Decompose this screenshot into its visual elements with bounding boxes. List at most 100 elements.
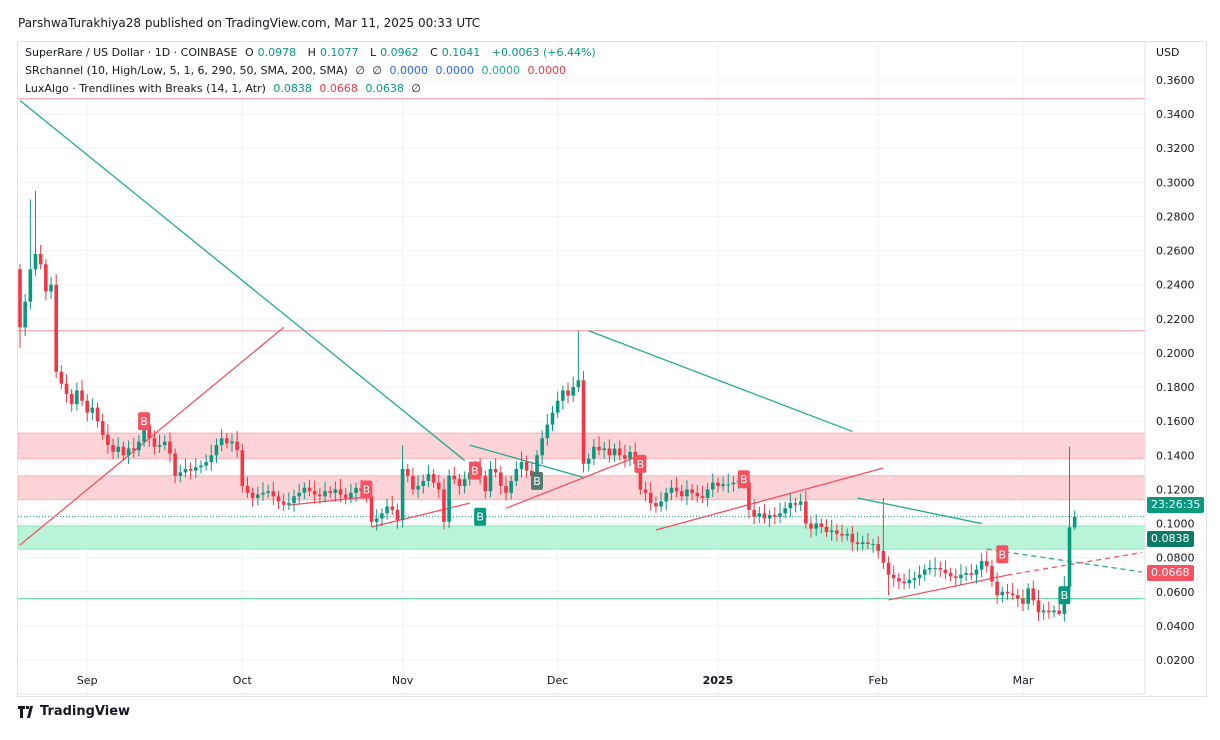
candle-body [835, 530, 839, 534]
candle-body [674, 487, 679, 492]
break-label-text: B [999, 548, 1007, 561]
candle-body [907, 579, 912, 584]
candle [602, 442, 607, 459]
break-label-box [996, 545, 1009, 564]
candle [483, 470, 488, 499]
candle [1047, 601, 1051, 619]
break-label: B [531, 471, 543, 490]
break-label-box [138, 412, 151, 431]
high-value: 0.1077 [319, 46, 359, 59]
candle [902, 573, 906, 590]
candle-body [623, 455, 627, 459]
candle [100, 413, 105, 440]
candle [860, 535, 865, 551]
tradingview-logo-icon [18, 705, 33, 718]
low-value: 0.0962 [380, 46, 419, 59]
break-label-text: B [637, 458, 645, 471]
candle-body [1026, 588, 1030, 604]
candle [519, 451, 524, 478]
x-tick-label: 2025 [703, 674, 734, 687]
candle [333, 481, 338, 502]
candle-body [64, 383, 69, 394]
candle [669, 479, 674, 501]
candle [499, 465, 503, 495]
candle-body [840, 533, 844, 536]
candle-body [902, 581, 906, 584]
uptrend-line [288, 496, 367, 506]
candle [561, 385, 565, 410]
candle [173, 448, 177, 484]
candle-body [400, 468, 405, 521]
candle [349, 483, 353, 504]
uptrend-line [888, 574, 1008, 601]
chart-frame [17, 41, 1207, 697]
candle [137, 435, 141, 457]
currency-label[interactable]: USD [1156, 46, 1180, 59]
candle [933, 557, 937, 577]
candle [85, 394, 90, 422]
candle [731, 476, 736, 492]
candle-body [860, 542, 865, 545]
srchannel-name[interactable]: SRchannel (10, High/Low, 5, 1, 6, 290, 5… [25, 64, 348, 77]
lux-value: 0.0838 [273, 82, 312, 95]
candle-body [866, 542, 870, 545]
candle [679, 484, 684, 502]
candle-body [256, 494, 260, 498]
candle [871, 538, 875, 553]
candle [111, 438, 115, 460]
candle [835, 523, 839, 542]
x-tick-label: Oct [233, 674, 253, 687]
x-tick-label: Feb [868, 674, 887, 687]
candle-body [783, 508, 787, 514]
candle [757, 506, 762, 524]
break-label-box [474, 507, 487, 526]
candle-body [395, 509, 400, 521]
candle [710, 473, 715, 497]
candle [261, 482, 265, 501]
candle-body [416, 486, 420, 490]
candle [690, 484, 694, 501]
candle [162, 435, 167, 451]
candle-body [845, 533, 849, 536]
candle-body [69, 393, 74, 405]
candle [256, 486, 260, 506]
downtrend-line [19, 99, 466, 461]
candle-body [411, 475, 415, 490]
candle [648, 482, 653, 511]
y-tick-label: 0.0800 [1156, 552, 1195, 565]
resistance-zone [18, 475, 1145, 501]
candle-body [1041, 610, 1046, 613]
candle-body [271, 491, 276, 497]
candle-body [659, 501, 663, 507]
candle-body [974, 569, 979, 575]
luxalgo-name[interactable]: LuxAlgo · Trendlines with Breaks (14, 1,… [25, 82, 266, 95]
x-tick-label: Mar [1013, 674, 1034, 687]
candle-body [824, 526, 829, 533]
candle-body [100, 421, 105, 435]
candle [623, 444, 627, 468]
break-label-box [360, 480, 373, 499]
candle-body [266, 491, 270, 493]
legend-luxalgo-row[interactable]: LuxAlgo · Trendlines with Breaks (14, 1,… [25, 80, 600, 98]
candle-body [519, 462, 524, 469]
candle-body [990, 566, 994, 582]
candle [716, 477, 720, 493]
candle-body [452, 475, 457, 480]
candle [881, 497, 886, 570]
downtrend-line [588, 330, 853, 433]
candle [597, 436, 601, 456]
symbol-name[interactable]: SuperRare / US Dollar · 1D · COINBASE [25, 46, 238, 59]
tradingview-logo[interactable]: TradingView [18, 704, 130, 719]
break-label: B [360, 480, 373, 499]
legend-srchannel-row[interactable]: SRchannel (10, High/Low, 5, 1, 6, 290, 5… [25, 62, 600, 80]
candle [209, 444, 214, 471]
candle-body [922, 569, 927, 575]
sr-value: 0.0000 [527, 64, 567, 77]
candle [917, 565, 922, 586]
candle [886, 556, 891, 596]
candle [204, 454, 208, 471]
upper-trend-badge: 0.0838 [1147, 531, 1194, 547]
break-label: B [1058, 586, 1071, 605]
